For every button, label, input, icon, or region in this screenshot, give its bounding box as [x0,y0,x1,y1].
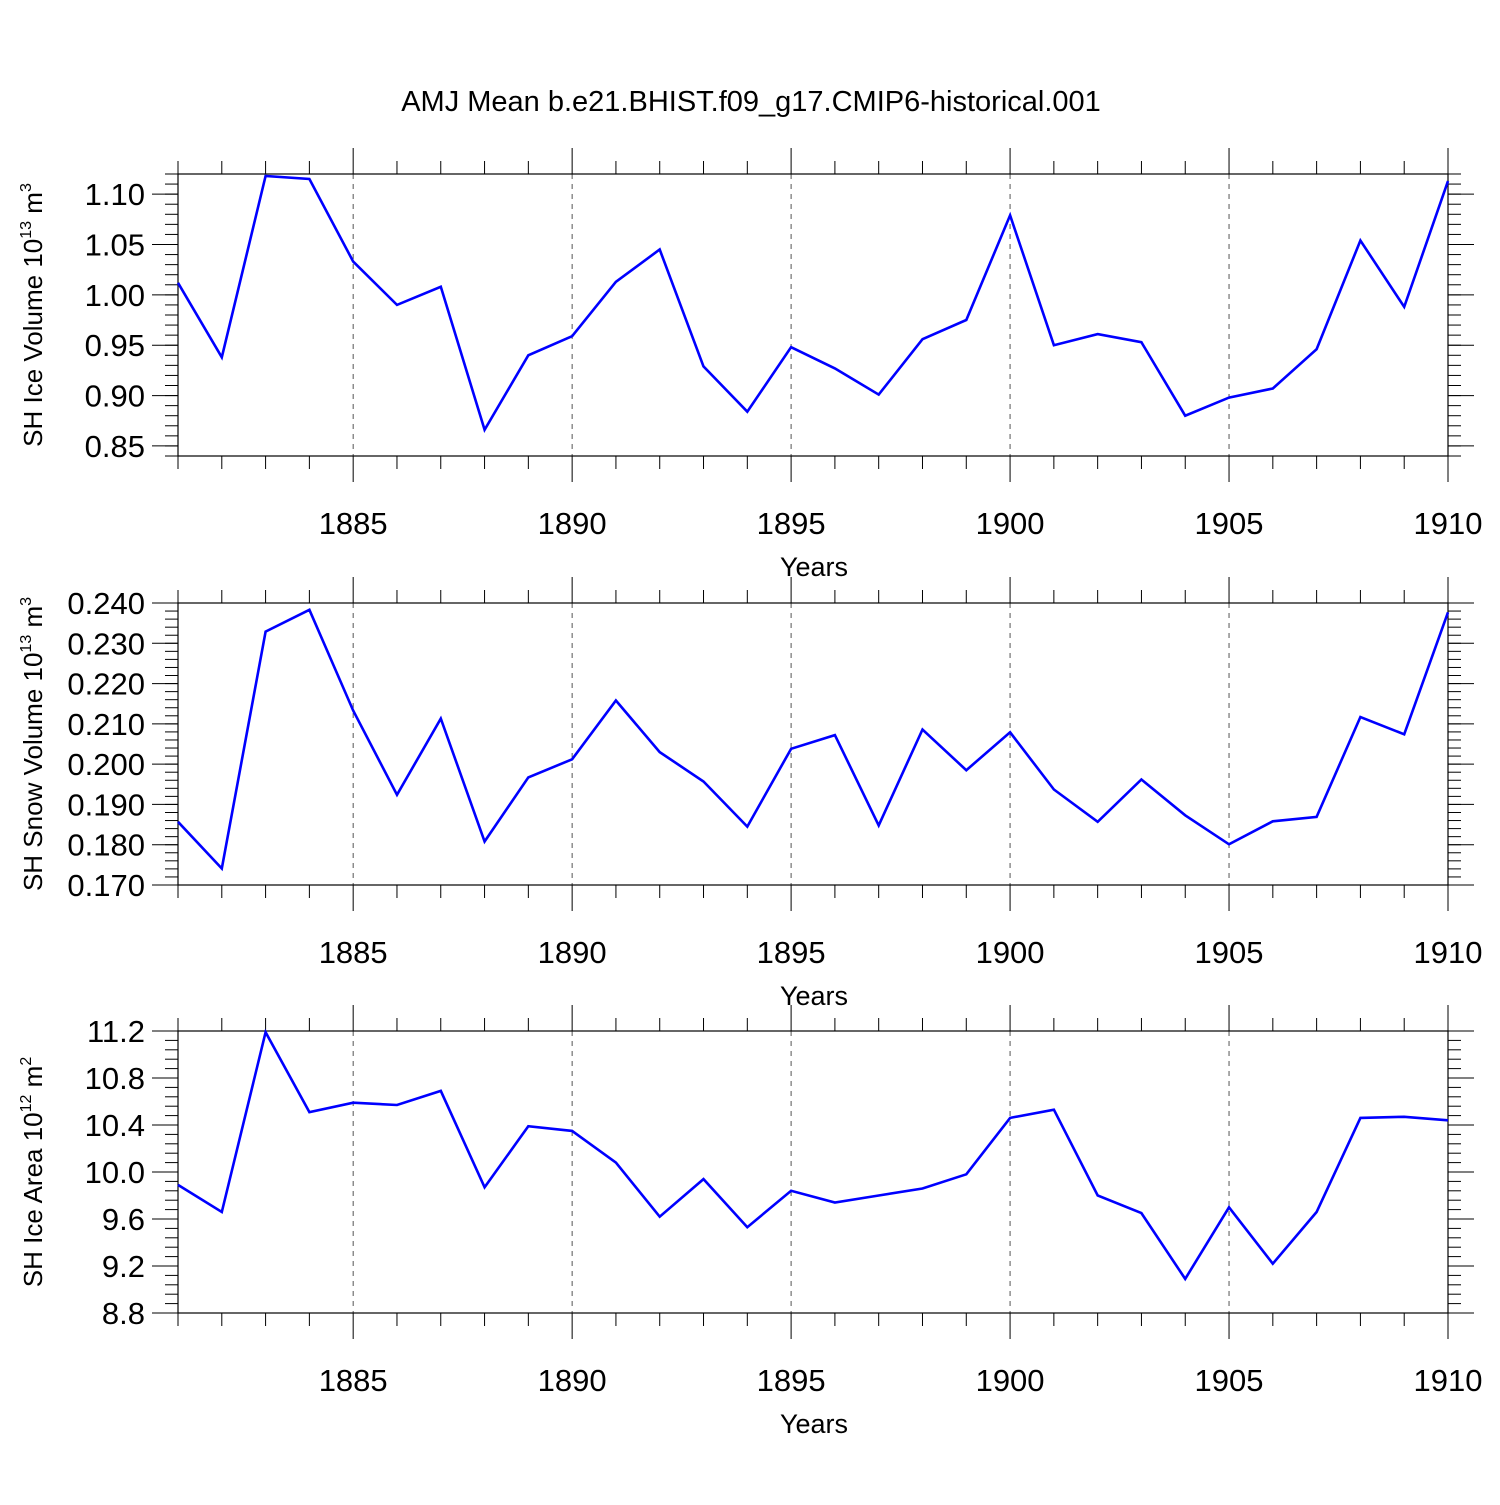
y-tick-label: 8.8 [102,1296,145,1331]
y-tick-label: 10.0 [85,1155,145,1190]
x-tick-label: 1890 [538,935,607,970]
y-tick-label: 9.6 [102,1202,145,1237]
y-tick-label: 0.85 [85,429,145,464]
chart-panel-1: 0.85 0.90 0.95 1.00 1.05 1.10 1885 1890 1895 1900… [18,148,1482,582]
y-axis-label: SH Snow Volume 1013 m3 [18,597,48,891]
x-tick-label: 1910 [1414,1363,1483,1398]
y-tick-label: 0.90 [85,379,145,414]
plot-frame [177,173,1449,457]
y-axis-label: SH Ice Area 1012 m2 [18,1057,48,1288]
y-tick-label: 0.170 [67,868,145,903]
y-tick-label: 1.00 [85,278,145,313]
x-tick-label: 1895 [757,1363,826,1398]
x-tick-label: 1900 [976,1363,1045,1398]
series-line [177,1028,1449,1282]
chart-panel-3: 8.8 9.2 9.6 10.0 10.4 10.8 11.2 1885 1890 1895 190… [18,1005,1482,1439]
x-tick-label: 1890 [538,506,607,541]
series-line [176,174,1450,434]
y-axis-label-exponent: 12 [18,1094,35,1112]
y-tick-label: 0.210 [67,707,145,742]
y-axis-label-unit-exponent: 3 [18,597,35,606]
figure-title: AMJ Mean b.e21.BHIST.f09_g17.CMIP6-histo… [401,86,1101,118]
y-axis-label-unit: m [18,1066,48,1095]
y-tick-label: 1.05 [85,228,145,263]
series-line [177,608,1450,872]
plot-frame [177,602,1449,886]
y-axis-label-unit: m [18,606,48,635]
x-tick-label: 1900 [976,506,1045,541]
x-tick-label: 1890 [538,1363,607,1398]
x-axis-label: Years [780,981,848,1011]
x-tick-label: 1910 [1414,506,1483,541]
y-tick-label: 11.2 [87,1014,145,1049]
x-tick-label: 1905 [1195,1363,1264,1398]
x-tick-label: 1895 [757,935,826,970]
y-tick-label: 0.240 [67,586,145,621]
y-axis-label-text: SH Snow Volume 10 [18,653,48,891]
y-axis-label-exponent: 13 [18,221,35,239]
x-axis-label: Years [780,552,848,582]
chart-panel-2: 0.170 0.180 0.190 0.200 0.210 0.220 0.230 0.240… [18,577,1482,1011]
y-tick-label: 1.10 [85,177,145,212]
y-tick-label: 0.180 [67,828,145,863]
y-axis-label-unit: m [18,192,48,221]
y-tick-label: 10.4 [85,1108,145,1143]
x-tick-label: 1910 [1414,935,1483,970]
x-tick-label: 1885 [319,935,388,970]
y-tick-label: 0.190 [67,787,145,822]
x-tick-label: 1905 [1195,506,1264,541]
x-tick-label: 1885 [319,506,388,541]
y-axis-label-unit-exponent: 3 [18,183,35,192]
y-tick-label: 0.220 [67,667,145,702]
x-tick-label: 1895 [757,506,826,541]
y-axis-label-text: SH Ice Area 10 [18,1112,48,1287]
y-tick-label: 10.8 [85,1061,145,1096]
x-tick-label: 1905 [1195,935,1264,970]
x-tick-label: 1900 [976,935,1045,970]
plot-frame [177,1030,1449,1314]
y-tick-label: 0.200 [67,747,145,782]
y-axis-label-unit-exponent: 2 [18,1057,35,1066]
x-tick-label: 1885 [319,1363,388,1398]
y-tick-label: 9.2 [102,1249,145,1284]
y-tick-label: 0.95 [85,328,145,363]
x-axis-label: Years [780,1409,848,1439]
y-axis-label-exponent: 13 [18,635,35,653]
y-tick-label: 0.230 [67,626,145,661]
y-axis-label-text: SH Ice Volume 10 [18,239,48,447]
y-axis-label: SH Ice Volume 1013 m3 [18,183,48,447]
